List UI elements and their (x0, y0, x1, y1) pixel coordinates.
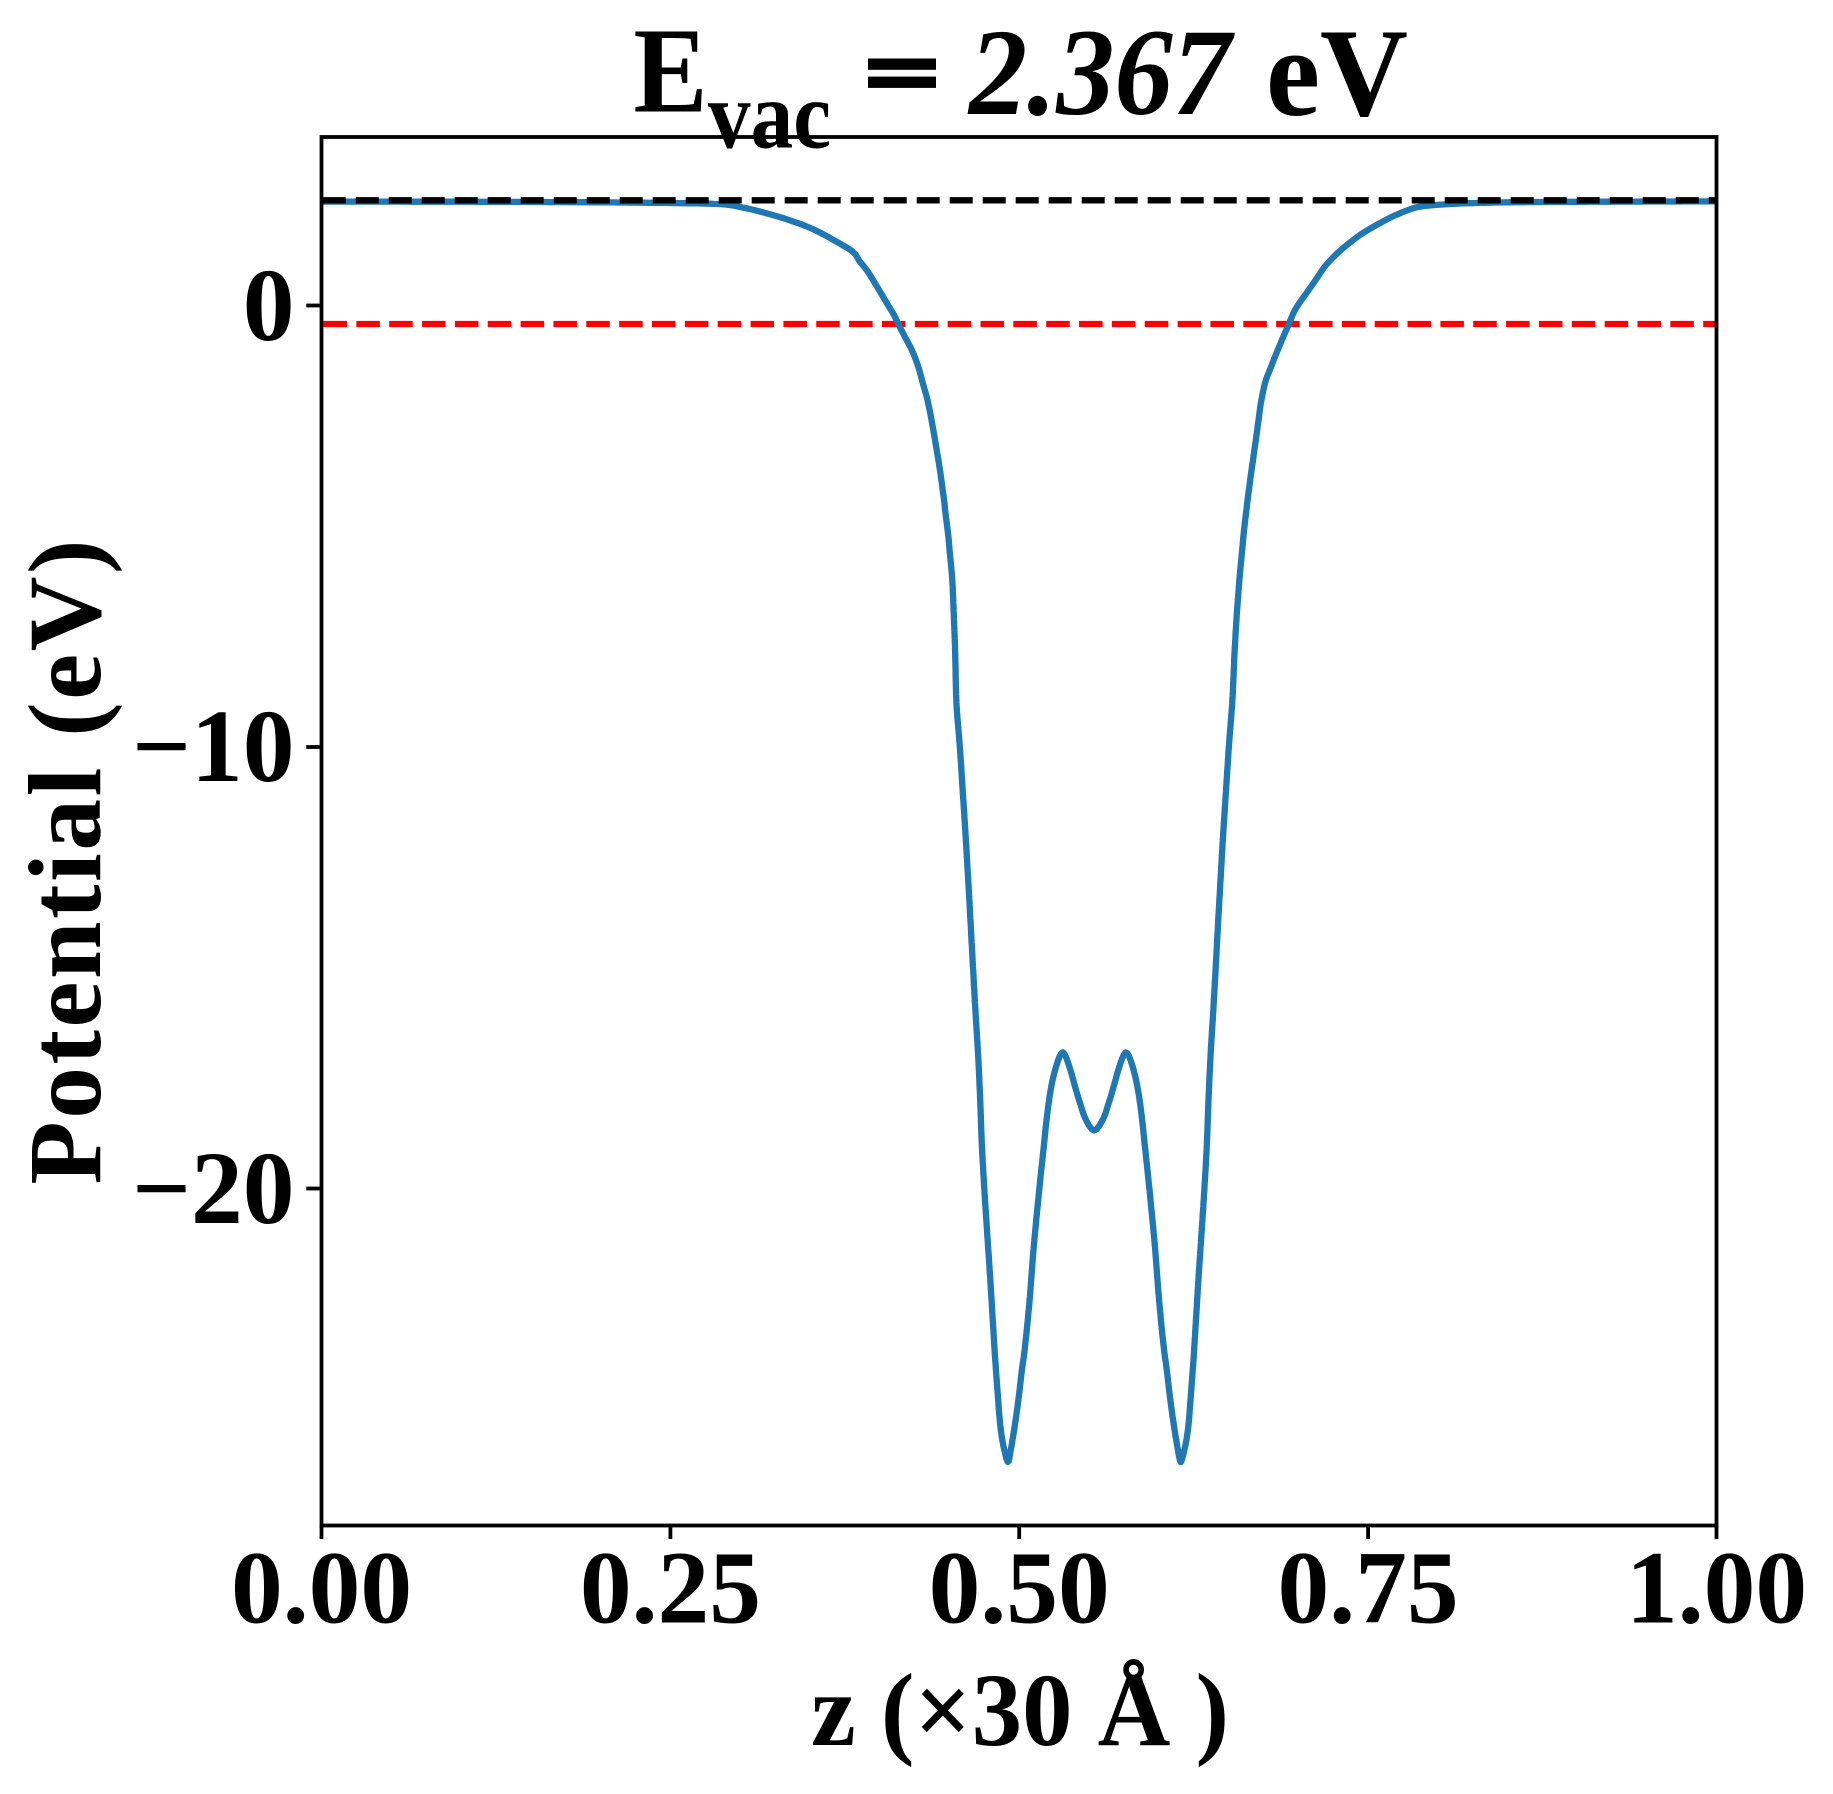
svg-text:0: 0 (243, 249, 295, 363)
svg-text:z (×30 Å ): z (×30 Å ) (811, 1654, 1229, 1768)
svg-text:vac: vac (708, 62, 831, 169)
svg-text:−10: −10 (132, 690, 294, 804)
svg-text:2.367: 2.367 (967, 4, 1236, 141)
svg-text:0.75: 0.75 (1278, 1532, 1459, 1646)
svg-text:0.25: 0.25 (580, 1532, 761, 1646)
svg-text:0.50: 0.50 (929, 1532, 1110, 1646)
svg-text:Potential (eV): Potential (eV) (9, 540, 123, 1185)
svg-text:eV: eV (1266, 4, 1408, 143)
svg-text:1.00: 1.00 (1626, 1532, 1807, 1646)
svg-text:E: E (634, 4, 708, 139)
svg-text:−20: −20 (132, 1132, 294, 1246)
svg-text:0.00: 0.00 (231, 1532, 412, 1646)
